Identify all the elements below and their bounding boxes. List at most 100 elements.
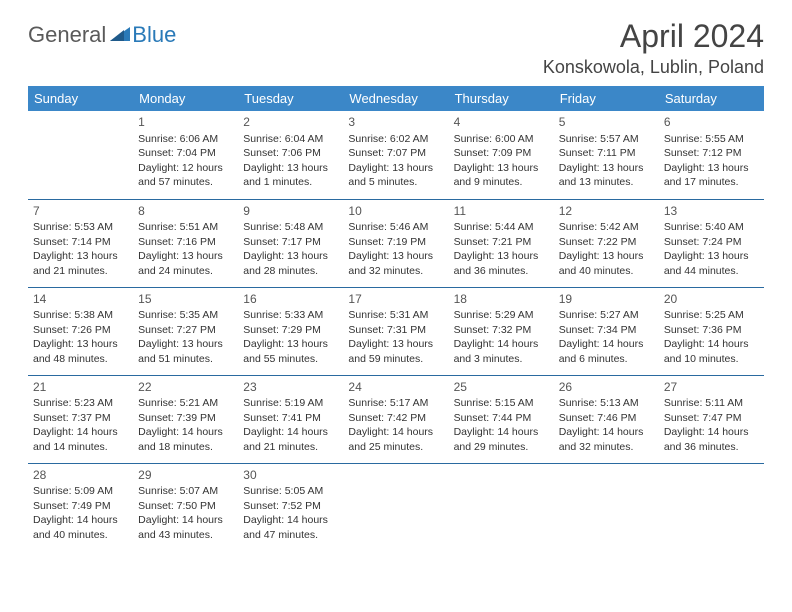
calendar-day-cell: 8Sunrise: 5:51 AMSunset: 7:16 PMDaylight… [133,199,238,287]
calendar-day-cell: 25Sunrise: 5:15 AMSunset: 7:44 PMDayligh… [449,375,554,463]
day-number: 12 [559,203,654,220]
day-number: 23 [243,379,338,396]
calendar-day-cell: 12Sunrise: 5:42 AMSunset: 7:22 PMDayligh… [554,199,659,287]
day-details: Sunrise: 5:31 AMSunset: 7:31 PMDaylight:… [348,308,443,366]
day-number: 19 [559,291,654,308]
day-details: Sunrise: 5:17 AMSunset: 7:42 PMDaylight:… [348,396,443,454]
calendar-day-cell: 21Sunrise: 5:23 AMSunset: 7:37 PMDayligh… [28,375,133,463]
day-number: 25 [454,379,549,396]
day-details: Sunrise: 5:57 AMSunset: 7:11 PMDaylight:… [559,132,654,190]
day-details: Sunrise: 6:00 AMSunset: 7:09 PMDaylight:… [454,132,549,190]
logo: General Blue [28,18,176,48]
calendar-day-cell: 24Sunrise: 5:17 AMSunset: 7:42 PMDayligh… [343,375,448,463]
day-details: Sunrise: 6:02 AMSunset: 7:07 PMDaylight:… [348,132,443,190]
day-number: 3 [348,114,443,131]
location: Konskowola, Lublin, Poland [543,57,764,78]
calendar-day-cell [343,463,448,551]
weekday-header: Saturday [659,86,764,111]
day-number: 10 [348,203,443,220]
month-title: April 2024 [543,18,764,55]
day-details: Sunrise: 5:07 AMSunset: 7:50 PMDaylight:… [138,484,233,542]
day-details: Sunrise: 5:13 AMSunset: 7:46 PMDaylight:… [559,396,654,454]
day-number: 11 [454,203,549,220]
day-number: 5 [559,114,654,131]
day-number: 9 [243,203,338,220]
calendar-day-cell: 15Sunrise: 5:35 AMSunset: 7:27 PMDayligh… [133,287,238,375]
calendar-day-cell: 2Sunrise: 6:04 AMSunset: 7:06 PMDaylight… [238,111,343,199]
day-number: 28 [33,467,128,484]
day-number: 6 [664,114,759,131]
day-details: Sunrise: 5:21 AMSunset: 7:39 PMDaylight:… [138,396,233,454]
day-details: Sunrise: 5:40 AMSunset: 7:24 PMDaylight:… [664,220,759,278]
calendar-day-cell [659,463,764,551]
calendar-day-cell: 19Sunrise: 5:27 AMSunset: 7:34 PMDayligh… [554,287,659,375]
logo-text-general: General [28,22,106,48]
day-details: Sunrise: 5:25 AMSunset: 7:36 PMDaylight:… [664,308,759,366]
calendar-week-row: 7Sunrise: 5:53 AMSunset: 7:14 PMDaylight… [28,199,764,287]
calendar-day-cell: 27Sunrise: 5:11 AMSunset: 7:47 PMDayligh… [659,375,764,463]
weekday-header-row: Sunday Monday Tuesday Wednesday Thursday… [28,86,764,111]
logo-triangle-icon [110,25,130,46]
day-details: Sunrise: 6:06 AMSunset: 7:04 PMDaylight:… [138,132,233,190]
day-number: 4 [454,114,549,131]
calendar-day-cell: 13Sunrise: 5:40 AMSunset: 7:24 PMDayligh… [659,199,764,287]
weekday-header: Friday [554,86,659,111]
day-number: 30 [243,467,338,484]
calendar-day-cell: 28Sunrise: 5:09 AMSunset: 7:49 PMDayligh… [28,463,133,551]
day-number: 18 [454,291,549,308]
calendar-week-row: 1Sunrise: 6:06 AMSunset: 7:04 PMDaylight… [28,111,764,199]
day-number: 2 [243,114,338,131]
calendar-day-cell: 14Sunrise: 5:38 AMSunset: 7:26 PMDayligh… [28,287,133,375]
day-details: Sunrise: 5:51 AMSunset: 7:16 PMDaylight:… [138,220,233,278]
day-number: 8 [138,203,233,220]
day-number: 1 [138,114,233,131]
calendar-day-cell: 1Sunrise: 6:06 AMSunset: 7:04 PMDaylight… [133,111,238,199]
calendar-week-row: 21Sunrise: 5:23 AMSunset: 7:37 PMDayligh… [28,375,764,463]
day-number: 26 [559,379,654,396]
calendar-day-cell: 5Sunrise: 5:57 AMSunset: 7:11 PMDaylight… [554,111,659,199]
calendar-week-row: 28Sunrise: 5:09 AMSunset: 7:49 PMDayligh… [28,463,764,551]
logo-text-blue: Blue [132,22,176,48]
day-details: Sunrise: 5:27 AMSunset: 7:34 PMDaylight:… [559,308,654,366]
day-details: Sunrise: 5:55 AMSunset: 7:12 PMDaylight:… [664,132,759,190]
calendar-day-cell: 20Sunrise: 5:25 AMSunset: 7:36 PMDayligh… [659,287,764,375]
day-details: Sunrise: 5:09 AMSunset: 7:49 PMDaylight:… [33,484,128,542]
calendar-day-cell: 18Sunrise: 5:29 AMSunset: 7:32 PMDayligh… [449,287,554,375]
day-details: Sunrise: 5:53 AMSunset: 7:14 PMDaylight:… [33,220,128,278]
calendar-day-cell: 17Sunrise: 5:31 AMSunset: 7:31 PMDayligh… [343,287,448,375]
day-number: 24 [348,379,443,396]
day-number: 17 [348,291,443,308]
weekday-header: Thursday [449,86,554,111]
calendar-day-cell: 30Sunrise: 5:05 AMSunset: 7:52 PMDayligh… [238,463,343,551]
header: General Blue April 2024 Konskowola, Lubl… [28,18,764,78]
day-number: 29 [138,467,233,484]
day-number: 7 [33,203,128,220]
calendar-day-cell: 26Sunrise: 5:13 AMSunset: 7:46 PMDayligh… [554,375,659,463]
day-number: 27 [664,379,759,396]
calendar-day-cell: 6Sunrise: 5:55 AMSunset: 7:12 PMDaylight… [659,111,764,199]
calendar-week-row: 14Sunrise: 5:38 AMSunset: 7:26 PMDayligh… [28,287,764,375]
calendar-day-cell: 10Sunrise: 5:46 AMSunset: 7:19 PMDayligh… [343,199,448,287]
calendar-day-cell: 7Sunrise: 5:53 AMSunset: 7:14 PMDaylight… [28,199,133,287]
calendar-day-cell: 9Sunrise: 5:48 AMSunset: 7:17 PMDaylight… [238,199,343,287]
day-details: Sunrise: 5:23 AMSunset: 7:37 PMDaylight:… [33,396,128,454]
weekday-header: Tuesday [238,86,343,111]
day-number: 13 [664,203,759,220]
weekday-header: Sunday [28,86,133,111]
day-details: Sunrise: 5:19 AMSunset: 7:41 PMDaylight:… [243,396,338,454]
calendar-day-cell: 23Sunrise: 5:19 AMSunset: 7:41 PMDayligh… [238,375,343,463]
day-details: Sunrise: 5:11 AMSunset: 7:47 PMDaylight:… [664,396,759,454]
calendar-day-cell: 4Sunrise: 6:00 AMSunset: 7:09 PMDaylight… [449,111,554,199]
day-details: Sunrise: 5:33 AMSunset: 7:29 PMDaylight:… [243,308,338,366]
day-details: Sunrise: 5:29 AMSunset: 7:32 PMDaylight:… [454,308,549,366]
calendar-day-cell: 11Sunrise: 5:44 AMSunset: 7:21 PMDayligh… [449,199,554,287]
day-number: 16 [243,291,338,308]
day-details: Sunrise: 5:48 AMSunset: 7:17 PMDaylight:… [243,220,338,278]
day-details: Sunrise: 5:44 AMSunset: 7:21 PMDaylight:… [454,220,549,278]
calendar-day-cell [28,111,133,199]
calendar-day-cell [554,463,659,551]
calendar-day-cell: 16Sunrise: 5:33 AMSunset: 7:29 PMDayligh… [238,287,343,375]
calendar-day-cell [449,463,554,551]
title-block: April 2024 Konskowola, Lublin, Poland [543,18,764,78]
day-details: Sunrise: 5:46 AMSunset: 7:19 PMDaylight:… [348,220,443,278]
